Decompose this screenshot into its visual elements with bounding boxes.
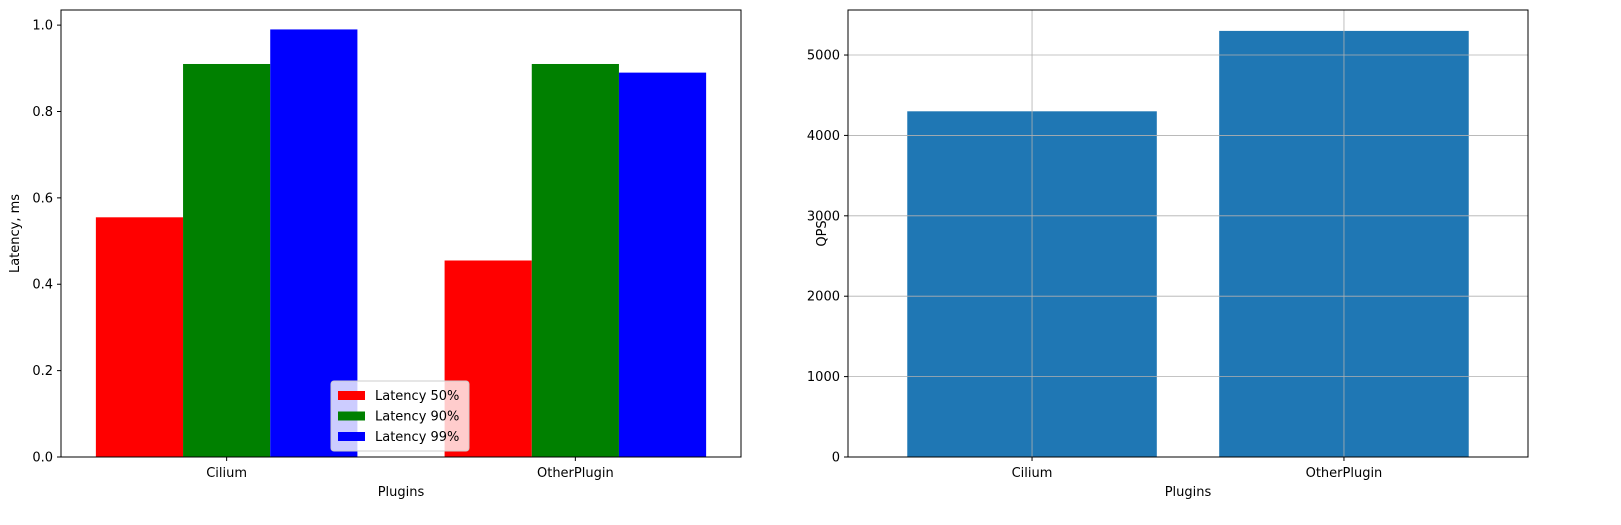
qps-y-axis: 0 1000 2000 3000 4000 5000 xyxy=(807,49,848,466)
latency-legend-label: Latency 50% xyxy=(375,389,459,404)
latency-y-tick-label: 0.6 xyxy=(32,191,53,206)
latency-y-tick-label: 0.2 xyxy=(32,364,53,379)
latency-legend-box xyxy=(330,380,470,452)
latency-x-tick-label: Cilium xyxy=(206,466,247,481)
latency-x-axis-label: Plugins xyxy=(378,485,425,500)
latency-y-tick-label: 0.8 xyxy=(32,105,53,120)
latency-bar xyxy=(618,72,707,457)
latency-chart: 0.0 0.2 0.4 0.6 0.8 1.0 Cilium OtherPlugin Plu… xyxy=(8,9,742,500)
qps-x-tick-label: OtherPlugin xyxy=(1306,466,1383,481)
latency-bar xyxy=(531,63,619,458)
latency-plot-frame xyxy=(60,9,742,458)
latency-legend-swatch xyxy=(338,411,365,421)
latency-y-axis: 0.0 0.2 0.4 0.6 0.8 1.0 xyxy=(32,19,61,466)
qps-y-tick-label: 2000 xyxy=(807,290,840,305)
qps-y-tick-label: 3000 xyxy=(807,209,840,224)
qps-x-tick-label: Cilium xyxy=(1012,466,1053,481)
latency-x-axis: Cilium OtherPlugin xyxy=(206,457,614,481)
latency-legend-swatch xyxy=(338,391,365,400)
latency-y-tick-label: 1.0 xyxy=(32,19,53,34)
qps-x-axis: Cilium OtherPlugin xyxy=(1012,457,1383,481)
qps-x-axis-label: Plugins xyxy=(1165,485,1212,500)
qps-y-tick-label: 1000 xyxy=(807,370,840,385)
qps-y-tick-label: 5000 xyxy=(807,49,840,64)
latency-bars xyxy=(95,29,707,458)
latency-bar xyxy=(183,63,271,458)
qps-y-tick-label: 0 xyxy=(832,451,840,466)
qps-y-axis-label: QPS xyxy=(815,220,830,246)
qps-y-tick-label: 4000 xyxy=(807,129,840,144)
qps-plot-frame xyxy=(847,9,1529,458)
latency-y-axis-label: Latency, ms xyxy=(8,194,23,273)
latency-legend-label: Latency 99% xyxy=(375,430,459,445)
latency-y-tick-label: 0.0 xyxy=(32,451,53,466)
qps-bars xyxy=(907,30,1469,458)
latency-bar xyxy=(95,217,184,457)
latency-x-tick-label: OtherPlugin xyxy=(537,466,614,481)
latency-legend-swatch xyxy=(338,432,365,441)
latency-legend: Latency 50% Latency 90% Latency 99% xyxy=(330,380,470,452)
latency-legend-label: Latency 90% xyxy=(375,410,459,425)
latency-y-tick-label: 0.4 xyxy=(32,278,53,293)
